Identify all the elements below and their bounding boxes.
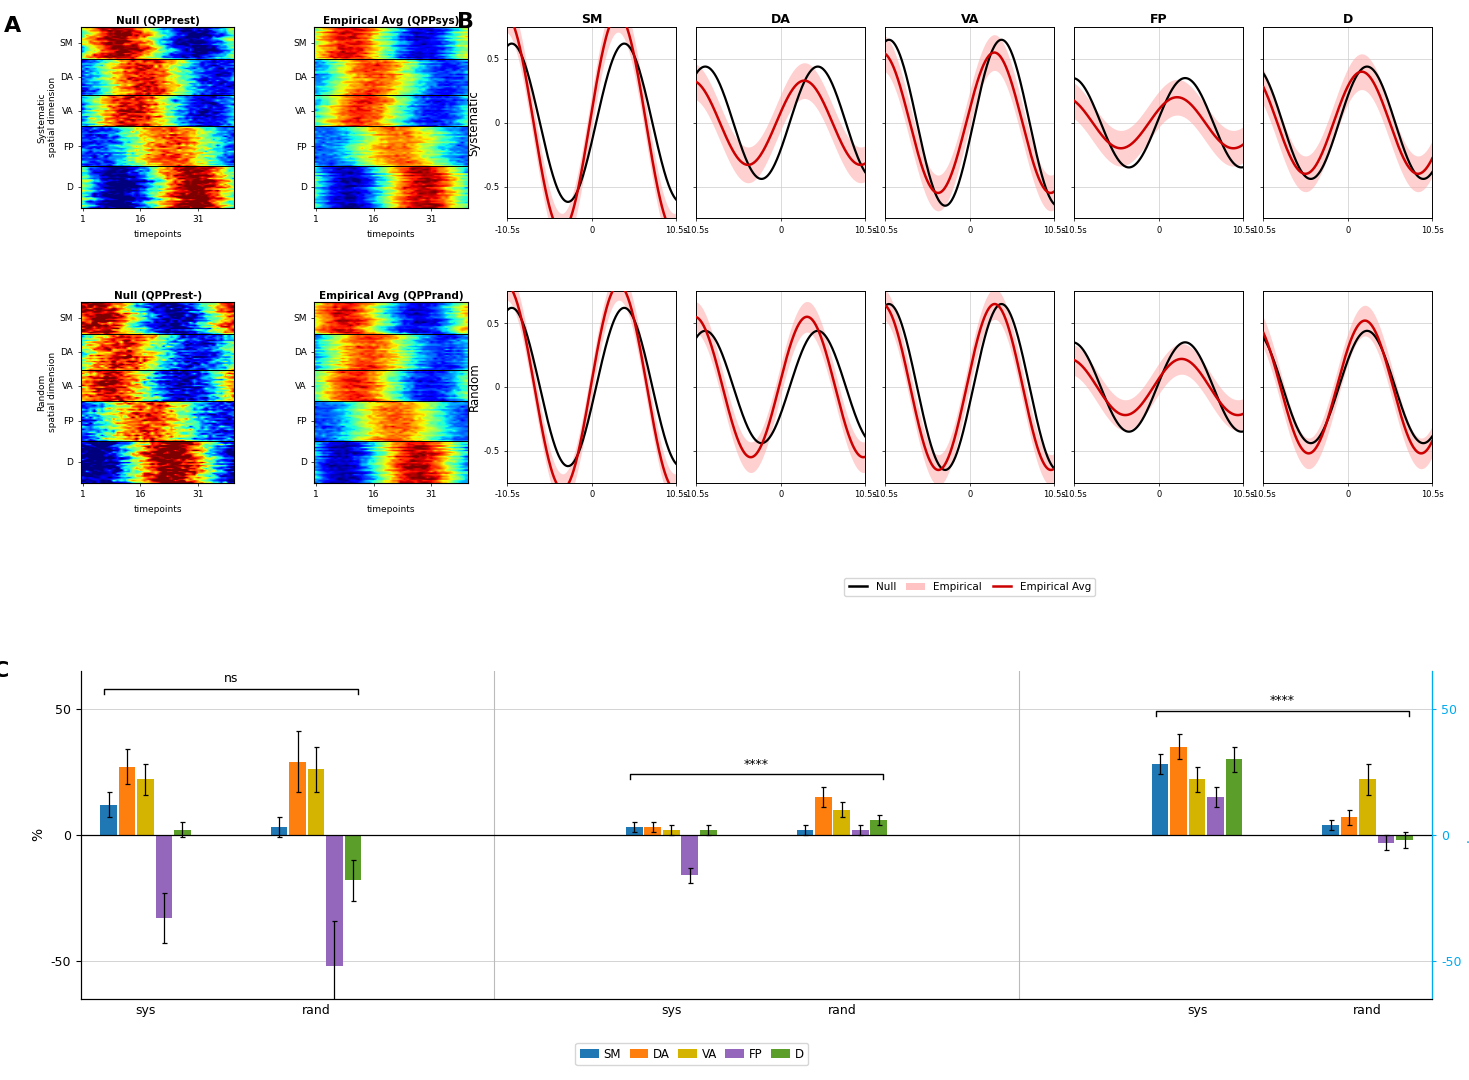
Bar	[645, 827, 661, 835]
Bar	[1171, 746, 1187, 835]
Bar	[1322, 825, 1338, 835]
Title: SM: SM	[580, 13, 602, 26]
Bar	[1396, 835, 1413, 840]
Y-axis label: Systematic
spatial dimension: Systematic spatial dimension	[38, 78, 57, 158]
Bar	[852, 829, 868, 835]
Bar	[307, 769, 325, 835]
Bar	[1225, 759, 1243, 835]
Text: A: A	[4, 16, 21, 36]
X-axis label: timepoints: timepoints	[367, 505, 416, 514]
Title: Null (QPPrest): Null (QPPrest)	[116, 16, 200, 26]
Bar	[156, 835, 172, 918]
Bar	[345, 835, 361, 880]
Y-axis label: Random: Random	[467, 363, 480, 411]
Bar	[871, 820, 887, 835]
Text: ns: ns	[223, 672, 238, 685]
Bar	[682, 835, 698, 875]
Bar	[137, 780, 154, 835]
Text: ****: ****	[743, 757, 770, 770]
Title: D: D	[1343, 13, 1353, 26]
Bar	[100, 805, 118, 835]
Legend: Null, Empirical, Empirical Avg: Null, Empirical, Empirical Avg	[845, 578, 1096, 596]
Bar	[270, 827, 288, 835]
Title: DA: DA	[771, 13, 790, 26]
Y-axis label: deg: deg	[1468, 822, 1469, 848]
Bar	[796, 829, 814, 835]
Bar	[1341, 818, 1357, 835]
Bar	[1152, 765, 1168, 835]
Y-axis label: Random
spatial dimension: Random spatial dimension	[38, 352, 57, 432]
Bar	[663, 829, 680, 835]
X-axis label: timepoints: timepoints	[134, 230, 182, 239]
Text: B: B	[457, 12, 473, 31]
Text: ****: ****	[1269, 694, 1294, 707]
Title: FP: FP	[1150, 13, 1168, 26]
Bar	[815, 797, 831, 835]
Bar	[175, 829, 191, 835]
Bar	[1208, 797, 1224, 835]
Y-axis label: Systematic: Systematic	[467, 90, 480, 156]
Legend: SM, DA, VA, FP, D: SM, DA, VA, FP, D	[576, 1043, 808, 1065]
Bar	[289, 761, 306, 835]
X-axis label: timepoints: timepoints	[134, 505, 182, 514]
Bar	[626, 827, 642, 835]
Y-axis label: %: %	[31, 828, 46, 841]
Bar	[1188, 780, 1206, 835]
Title: VA: VA	[961, 13, 978, 26]
Bar	[833, 810, 851, 835]
Title: Empirical Avg (QPPsys): Empirical Avg (QPPsys)	[323, 16, 460, 26]
Bar	[699, 829, 717, 835]
Bar	[119, 767, 135, 835]
Text: C: C	[0, 661, 9, 681]
Bar	[1359, 780, 1376, 835]
Bar	[1378, 835, 1394, 842]
Title: Empirical Avg (QPPrand): Empirical Avg (QPPrand)	[319, 292, 463, 301]
X-axis label: timepoints: timepoints	[367, 230, 416, 239]
Title: Null (QPPrest-): Null (QPPrest-)	[113, 292, 201, 301]
Bar	[326, 835, 342, 967]
